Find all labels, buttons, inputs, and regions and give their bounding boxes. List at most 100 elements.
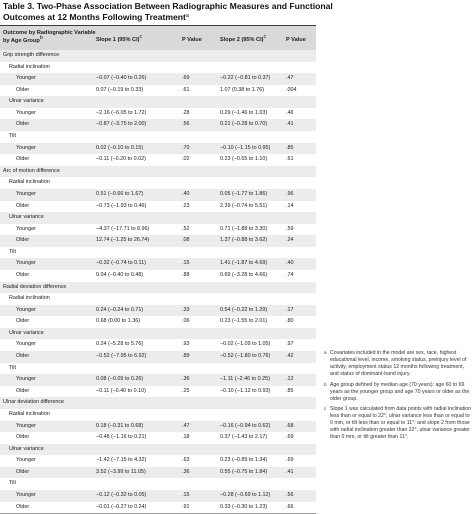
slope-2-cell: −0.52 (−1.80 to 0.76) xyxy=(220,353,271,360)
p-value-2-cell: .59 xyxy=(286,225,294,232)
p-value-2-cell: .41 xyxy=(286,468,294,475)
slope-2-cell: 0.71 (−1.88 to 3.30) xyxy=(220,225,268,232)
row-label: Younger xyxy=(16,225,36,232)
p-value-1-cell: .18 xyxy=(182,434,190,441)
header-p-value-1: P Value xyxy=(182,37,202,43)
table-subsection-row: Tilt xyxy=(0,363,316,375)
slope-1-cell: −0.07 (−0.40 to 0.26) xyxy=(96,75,147,82)
slope-2-cell: −0.22 (−0.81 to 0.37) xyxy=(220,75,271,82)
footnote-text: Covariates included in the model are sex… xyxy=(330,350,467,377)
p-value-1-cell: .25 xyxy=(182,387,190,394)
slope-2-cell: −0.02 (−1.09 to 1.05) xyxy=(220,341,271,348)
p-value-2-cell: .69 xyxy=(286,457,294,464)
slope-1-cell: −0.52 (−7.95 to 6.92) xyxy=(96,353,147,360)
row-label: Younger xyxy=(16,260,36,267)
footnote: a Covariates included in the model are se… xyxy=(324,350,471,378)
row-label: Tilt xyxy=(9,133,16,140)
slope-2-cell: 0.23 (−1.55 to 2.01) xyxy=(220,318,268,325)
p-value-1-cell: .61 xyxy=(182,86,190,93)
p-value-2-cell: .47 xyxy=(286,75,294,82)
header-p-value-2: P Value xyxy=(286,37,306,43)
table-subsection-row: Radial inclination xyxy=(0,293,316,305)
slope-1-cell: −4.37 (−17.71 to 8.96) xyxy=(96,225,150,232)
table-row: Older −0.11 (−0.20 to 0.02) .02 0.23 (−0.65… xyxy=(0,154,316,166)
row-label: Radial inclination xyxy=(9,295,50,302)
table-subsection-row: Ulnar variance xyxy=(0,327,316,340)
p-value-1-cell: .70 xyxy=(182,144,190,151)
p-value-1-cell: .33 xyxy=(182,306,190,313)
table-title: Table 3. Two-Phase Association Between R… xyxy=(3,1,333,22)
slope-1-cell: 3.52 (−3.99 to 11.05) xyxy=(96,468,146,475)
table-row: Older 3.52 (−3.99 to 11.05) .36 0.55 (−0.75… xyxy=(0,466,316,479)
footnote-marker: a xyxy=(185,13,189,19)
slope-2-cell: 0.54 (−0.22 to 1.29) xyxy=(220,306,268,313)
p-value-1-cell: .36 xyxy=(182,376,190,383)
slope-2-cell: 0.55 (−0.75 to 1.84) xyxy=(220,468,268,475)
table-row: Older −0.87 (−3.75 to 2.00) .56 0.21 (−0.28… xyxy=(0,119,316,132)
row-label: Tilt xyxy=(9,248,16,255)
table-subsection-row: Tilt xyxy=(0,131,316,143)
row-label: Ulnar deviation difference xyxy=(3,399,65,406)
row-label: Radial inclination xyxy=(9,179,50,186)
table-section-row: Grip strength difference xyxy=(0,50,316,62)
slope-1-cell: −0.11 (−0.40 to 0.10) xyxy=(96,387,146,394)
table-row: Older −0.11 (−0.40 to 0.10) .25 −0.10 (−1.1… xyxy=(0,386,316,398)
p-value-1-cell: .89 xyxy=(182,353,190,360)
p-value-2-cell: .41 xyxy=(286,121,294,128)
slope-1-cell: 0.02 (−0.10 to 0.15) xyxy=(96,144,144,151)
p-value-2-cell: .40 xyxy=(286,260,294,267)
slope-1-cell: −0.73 (−1.93 to 0.46) xyxy=(96,202,147,209)
row-label: Younger xyxy=(16,491,36,498)
slope-2-cell: −0.16 (−0.94 to 0.62) xyxy=(220,422,271,429)
table-subsection-row: Ulnar variance xyxy=(0,212,316,224)
table-row: Older 0.04 (−0.40 to 0.48) .88 0.69 (−3.28 … xyxy=(0,270,316,282)
table-row: Younger 0.02 (−0.10 to 0.15) .70 −0.10 (−1.… xyxy=(0,142,316,155)
row-label: Older xyxy=(16,468,30,475)
p-value-1-cell: .28 xyxy=(182,109,190,116)
p-value-2-cell: .80 xyxy=(286,318,294,325)
slope-2-cell: −1.11 (−2.46 to 0.25) xyxy=(220,376,270,383)
row-label: Older xyxy=(16,503,30,510)
slope-1-cell: 0.04 (−0.40 to 0.48) xyxy=(96,271,144,278)
p-value-1-cell: .02 xyxy=(182,156,190,163)
results-table: Outcome by Radiographic Variable by Age … xyxy=(0,25,316,514)
table-row: Younger −1.42 (−7.15 to 4.32) .63 0.23 (−0.… xyxy=(0,455,316,467)
table-subsection-row: Ulnar variance xyxy=(0,96,316,108)
p-value-2-cell: .24 xyxy=(286,237,294,244)
table-section-row: Arc of motion difference xyxy=(0,165,316,178)
row-label: Younger xyxy=(16,376,36,383)
p-value-2-cell: .56 xyxy=(286,491,294,498)
slope-2-cell: 0.23 (−0.89 to 1.34) xyxy=(220,457,268,464)
table-row: Older −0.52 (−7.95 to 6.92) .89 −0.52 (−1.8… xyxy=(0,351,316,363)
table-subsection-row: Radial inclination xyxy=(0,409,316,421)
p-value-2-cell: .68 xyxy=(286,422,294,429)
table-row: Older −0.48 (−1.16 to 0.21) .18 0.37 (−1.43… xyxy=(0,432,316,444)
slope-2-cell: 0.37 (−1.43 to 2.17) xyxy=(220,434,268,441)
table-row: Younger 0.18 (−0.31 to 0.68) .47 −0.16 (−0.… xyxy=(0,420,316,433)
row-label: Older xyxy=(16,318,30,325)
p-value-1-cell: .23 xyxy=(182,202,190,209)
footnote: c Slope 1 was calculated from data points… xyxy=(324,406,471,441)
p-value-2-cell: .12 xyxy=(286,376,294,383)
table-row: Older 12.74 (−1.25 to 26.74) .08 1.37 (−0.8… xyxy=(0,235,316,247)
row-label: Younger xyxy=(16,306,36,313)
slope-2-cell: 2.39 (−0.74 to 5.51) xyxy=(220,202,268,209)
row-label: Younger xyxy=(16,75,36,82)
footnote-marker: c xyxy=(324,406,327,411)
slope-1-cell: −1.42 (−7.15 to 4.32) xyxy=(96,457,147,464)
table-row: Younger −0.12 (−0.32 to 0.05) .15 −0.28 (−0… xyxy=(0,489,316,502)
slope-2-cell: −0.28 (−0.69 to 1.12) xyxy=(220,491,271,498)
row-label: Younger xyxy=(16,190,36,197)
p-value-1-cell: .93 xyxy=(182,341,190,348)
row-label: Radial inclination xyxy=(9,410,50,417)
footnote: b Age group defined by median age (70 yea… xyxy=(324,382,471,403)
row-label: Older xyxy=(16,237,30,244)
p-value-1-cell: .15 xyxy=(182,260,190,267)
p-value-1-cell: .06 xyxy=(182,318,190,325)
p-value-1-cell: .15 xyxy=(182,491,190,498)
p-value-2-cell: .97 xyxy=(286,341,294,348)
table-row: Younger 0.51 (−0.66 to 1.67) .40 0.05 (−1.7… xyxy=(0,188,316,201)
slope-2-cell: −0.10 (−1.12 to 0.93) xyxy=(220,387,271,394)
slope-1-cell: 0.24 (−0.24 to 0.71) xyxy=(96,306,144,313)
table-row: Older 0.07 (−0.19 to 0.33) .61 1.07 (0.38 t… xyxy=(0,85,316,97)
